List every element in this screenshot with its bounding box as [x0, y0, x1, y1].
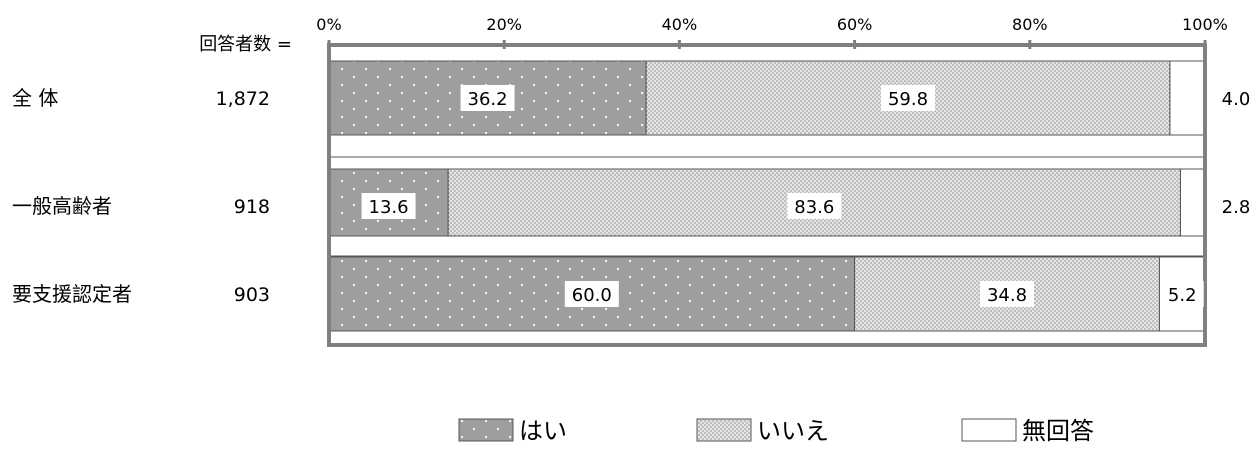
bar-segment [1169, 60, 1206, 136]
data-label-box [787, 193, 842, 219]
respondent-count: 918 [234, 196, 270, 218]
category-label: 要支援認定者 [12, 282, 132, 306]
data-label-box [881, 85, 936, 111]
data-label-box [460, 85, 515, 111]
separator-bar [328, 134, 1206, 158]
legend-label: いいえ [757, 417, 829, 445]
category-label: 一般高齢者 [12, 194, 112, 218]
data-label-box [564, 281, 619, 307]
data-label: 60.0 [572, 285, 612, 306]
count-header: 回答者数 = [199, 34, 292, 55]
data-label: 34.8 [987, 285, 1027, 306]
text-layer: 回答者数 = 0% 20% 40% 60% 80% 100% 全 体 1,872 36.2 59.8… [12, 15, 1250, 307]
respondent-count: 903 [234, 284, 270, 306]
frame-layer [327, 40, 1207, 347]
x-tick-label: 60% [837, 15, 873, 34]
data-label: 5.2 [1168, 285, 1197, 306]
data-label: 83.6 [794, 197, 834, 218]
legend-swatch [696, 418, 752, 442]
data-label: 59.8 [888, 89, 928, 110]
legend-label: はい [519, 417, 567, 445]
legend-label: 無回答 [1022, 417, 1094, 445]
data-label: 4.0 [1222, 89, 1251, 110]
bars-layer [328, 60, 1206, 332]
legend: はい いいえ 無回答 [458, 417, 1094, 445]
data-label-box [361, 193, 416, 219]
legend-swatch [458, 418, 514, 442]
data-label-box [980, 281, 1035, 307]
x-tick-label: 0% [316, 15, 341, 34]
respondent-count: 1,872 [216, 88, 270, 110]
x-tick-label: 40% [662, 15, 698, 34]
x-tick-label: 20% [486, 15, 522, 34]
bar-segment [1179, 168, 1206, 244]
separator-bar [328, 235, 1206, 257]
plot-frame [327, 43, 1207, 347]
legend-swatch [961, 418, 1017, 442]
data-label: 13.6 [369, 197, 409, 218]
data-label: 36.2 [468, 89, 508, 110]
data-label-box [1160, 281, 1204, 307]
x-tick-label: 100% [1182, 15, 1228, 34]
data-label: 2.8 [1222, 197, 1251, 218]
category-label: 全 体 [12, 86, 58, 110]
x-tick-label: 80% [1012, 15, 1048, 34]
